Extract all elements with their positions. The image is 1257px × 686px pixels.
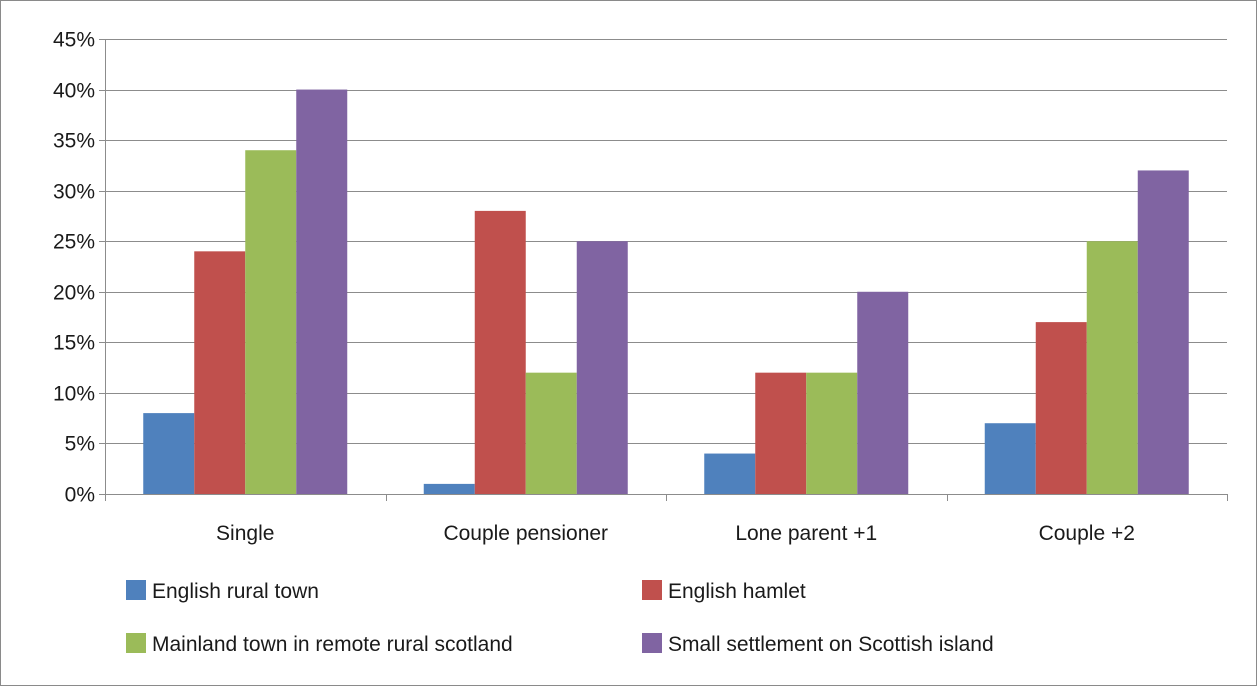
bar-mainland-town-in-remote-rural-scotland-2 [806,372,858,494]
x-category-label: Couple +2 [1039,522,1135,545]
bar-english-rural-town-0 [143,413,195,494]
legend-swatch [126,580,146,600]
bar-english-hamlet-0 [194,251,246,494]
axes: 0% 5% 10% 15% 20% 25% 30% 35% 40% 45% Single Couple… [53,29,1228,545]
legend-label: Small settlement on Scottish island [668,633,994,656]
y-tick-label: 5% [65,433,95,456]
bar-english-hamlet-2 [755,372,807,494]
legend-swatch [642,580,662,600]
bars [143,89,1189,495]
y-tick-label: 20% [53,282,95,305]
bar-english-hamlet-1 [474,210,526,494]
bar-english-rural-town-1 [423,483,475,494]
bar-mainland-town-in-remote-rural-scotland-1 [525,372,577,494]
y-tick-label: 0% [65,484,95,507]
bar-english-rural-town-3 [984,423,1036,494]
bar-small-settlement-on-scottish-island-2 [857,291,909,494]
x-category-label: Lone parent +1 [735,522,877,545]
y-tick-label: 45% [53,29,95,52]
y-tick-label: 10% [53,383,95,406]
legend-label: English hamlet [668,580,806,603]
y-tick-label: 30% [53,181,95,204]
bar-english-hamlet-3 [1035,322,1087,494]
bar-small-settlement-on-scottish-island-0 [296,89,348,495]
bar-english-rural-town-2 [704,453,756,494]
bar-small-settlement-on-scottish-island-3 [1137,170,1189,494]
legend-label: Mainland town in remote rural scotland [152,633,513,656]
y-tick-label: 15% [53,332,95,355]
legend-swatch [126,633,146,653]
legend: English rural town English hamlet Mainland… [126,580,994,656]
x-category-label: Single [216,522,274,545]
y-tick-label: 40% [53,80,95,103]
y-tick-label: 25% [53,231,95,254]
bar-mainland-town-in-remote-rural-scotland-3 [1086,241,1138,494]
bar-mainland-town-in-remote-rural-scotland-0 [245,150,297,494]
y-tick-label: 35% [53,130,95,153]
x-category-label: Couple pensioner [443,522,608,545]
legend-label: English rural town [152,580,319,603]
legend-swatch [642,633,662,653]
bar-small-settlement-on-scottish-island-1 [576,241,628,494]
